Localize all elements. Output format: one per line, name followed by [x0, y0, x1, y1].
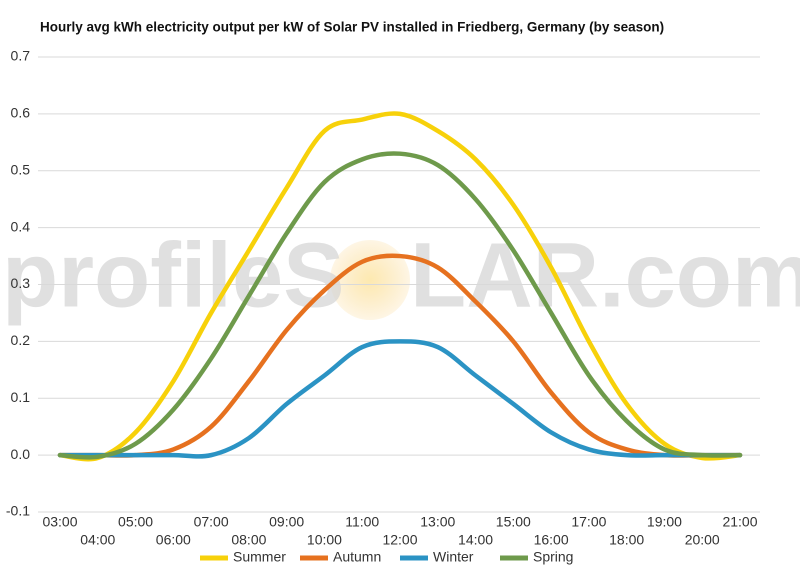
y-tick-label: 0.0 [11, 446, 31, 462]
x-tick-label: 07:00 [194, 514, 229, 530]
x-tick-label: 17:00 [571, 514, 606, 530]
series-line [57, 339, 743, 459]
series-line [57, 111, 743, 462]
x-tick-label: 09:00 [269, 514, 304, 530]
x-tick-label: 03:00 [42, 514, 77, 530]
x-tick-label: 20:00 [685, 532, 720, 548]
legend-label: Autumn [333, 549, 381, 565]
legend-label: Winter [433, 549, 474, 565]
y-tick-label: 0.1 [11, 389, 31, 405]
x-tick-label: 12:00 [382, 532, 417, 548]
x-tick-label: 05:00 [118, 514, 153, 530]
y-tick-label: 0.4 [11, 218, 31, 234]
y-tick-label: -0.1 [6, 503, 30, 519]
x-tick-label: 11:00 [345, 514, 379, 530]
x-tick-label: 08:00 [231, 532, 266, 548]
x-tick-label: 21:00 [722, 514, 757, 530]
x-tick-label: 04:00 [80, 532, 115, 548]
y-tick-label: 0.5 [11, 161, 31, 177]
x-tick-label: 13:00 [420, 514, 455, 530]
y-tick-label: 0.3 [11, 275, 31, 291]
legend-label: Summer [233, 549, 286, 565]
legend-label: Spring [533, 549, 573, 565]
x-tick-label: 14:00 [458, 532, 493, 548]
x-tick-label: 06:00 [156, 532, 191, 548]
chart-title: Hourly avg kWh electricity output per kW… [40, 20, 664, 35]
x-tick-label: 15:00 [496, 514, 531, 530]
watermark-sun [330, 240, 410, 320]
x-tick-label: 10:00 [307, 532, 342, 548]
x-tick-label: 16:00 [534, 532, 569, 548]
y-tick-label: 0.7 [11, 48, 31, 64]
watermark: LAR.com [410, 224, 800, 326]
y-tick-label: 0.2 [11, 332, 31, 348]
y-tick-label: 0.6 [11, 105, 31, 121]
series-line [57, 253, 743, 458]
x-tick-label: 19:00 [647, 514, 682, 530]
series-line [57, 151, 743, 460]
x-tick-label: 18:00 [609, 532, 644, 548]
watermark: profileS [2, 224, 344, 326]
